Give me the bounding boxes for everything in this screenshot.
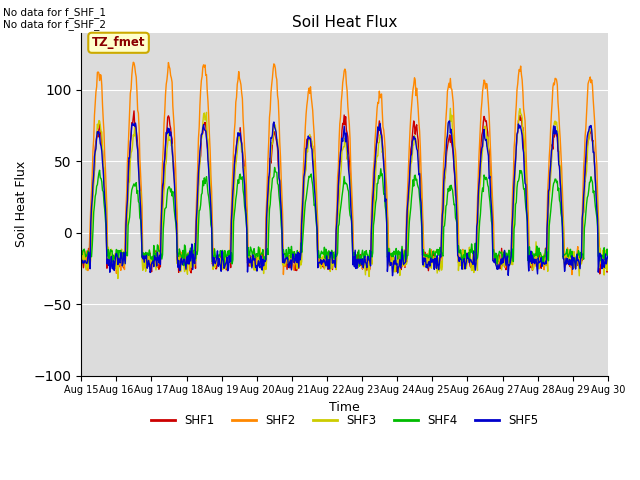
SHF3 bbox=[114, 276, 122, 281]
SHF4 bbox=[426, 254, 433, 260]
Text: TZ_fmet: TZ_fmet bbox=[92, 36, 145, 49]
X-axis label: Time: Time bbox=[329, 401, 360, 414]
SHF1 bbox=[223, 254, 231, 260]
SHF2 bbox=[142, 266, 150, 272]
SHF2 bbox=[87, 203, 95, 208]
SHF2 bbox=[77, 253, 85, 259]
Line: SHF3: SHF3 bbox=[81, 108, 608, 278]
SHF4 bbox=[87, 252, 95, 258]
SHF2 bbox=[424, 261, 432, 266]
SHF1 bbox=[604, 260, 612, 265]
SHF3 bbox=[87, 256, 95, 262]
Line: SHF5: SHF5 bbox=[81, 121, 608, 276]
SHF3 bbox=[604, 257, 612, 263]
Title: Soil Heat Flux: Soil Heat Flux bbox=[292, 15, 397, 30]
SHF1 bbox=[142, 255, 150, 261]
SHF1 bbox=[77, 264, 85, 270]
SHF2 bbox=[195, 124, 203, 130]
SHF4 bbox=[77, 244, 85, 250]
SHF5 bbox=[195, 170, 202, 176]
SHF2 bbox=[568, 272, 576, 277]
SHF4 bbox=[195, 224, 202, 229]
SHF4 bbox=[141, 251, 149, 257]
Legend: SHF1, SHF2, SHF3, SHF4, SHF5: SHF1, SHF2, SHF3, SHF4, SHF5 bbox=[147, 409, 543, 432]
SHF1 bbox=[596, 271, 604, 277]
SHF3 bbox=[223, 262, 231, 268]
SHF1 bbox=[409, 125, 417, 131]
SHF4 bbox=[271, 165, 278, 170]
Line: SHF4: SHF4 bbox=[81, 168, 608, 266]
SHF4 bbox=[410, 183, 417, 189]
SHF4 bbox=[604, 255, 612, 261]
SHF1 bbox=[195, 163, 203, 168]
SHF3 bbox=[77, 268, 85, 274]
SHF5 bbox=[87, 219, 95, 225]
SHF4 bbox=[356, 264, 364, 269]
SHF5 bbox=[141, 253, 149, 259]
SHF5 bbox=[77, 260, 85, 265]
SHF5 bbox=[388, 273, 396, 278]
SHF2 bbox=[129, 60, 137, 65]
SHF3 bbox=[195, 169, 203, 175]
SHF2 bbox=[604, 262, 612, 267]
SHF5 bbox=[446, 118, 454, 124]
Y-axis label: Soil Heat Flux: Soil Heat Flux bbox=[15, 161, 28, 247]
SHF3 bbox=[447, 106, 454, 111]
SHF5 bbox=[604, 253, 612, 259]
SHF3 bbox=[409, 143, 417, 149]
SHF3 bbox=[424, 264, 432, 270]
Text: No data for f_SHF_1: No data for f_SHF_1 bbox=[3, 7, 106, 18]
SHF5 bbox=[424, 260, 432, 265]
SHF3 bbox=[142, 268, 150, 274]
SHF2 bbox=[223, 254, 231, 260]
SHF4 bbox=[223, 254, 230, 260]
Line: SHF2: SHF2 bbox=[81, 62, 608, 275]
SHF1 bbox=[130, 108, 138, 114]
SHF1 bbox=[424, 268, 432, 274]
Line: SHF1: SHF1 bbox=[81, 111, 608, 274]
SHF2 bbox=[409, 86, 417, 92]
Text: No data for f_SHF_2: No data for f_SHF_2 bbox=[3, 19, 106, 30]
SHF5 bbox=[223, 259, 230, 265]
SHF1 bbox=[87, 230, 95, 236]
SHF5 bbox=[409, 137, 417, 143]
